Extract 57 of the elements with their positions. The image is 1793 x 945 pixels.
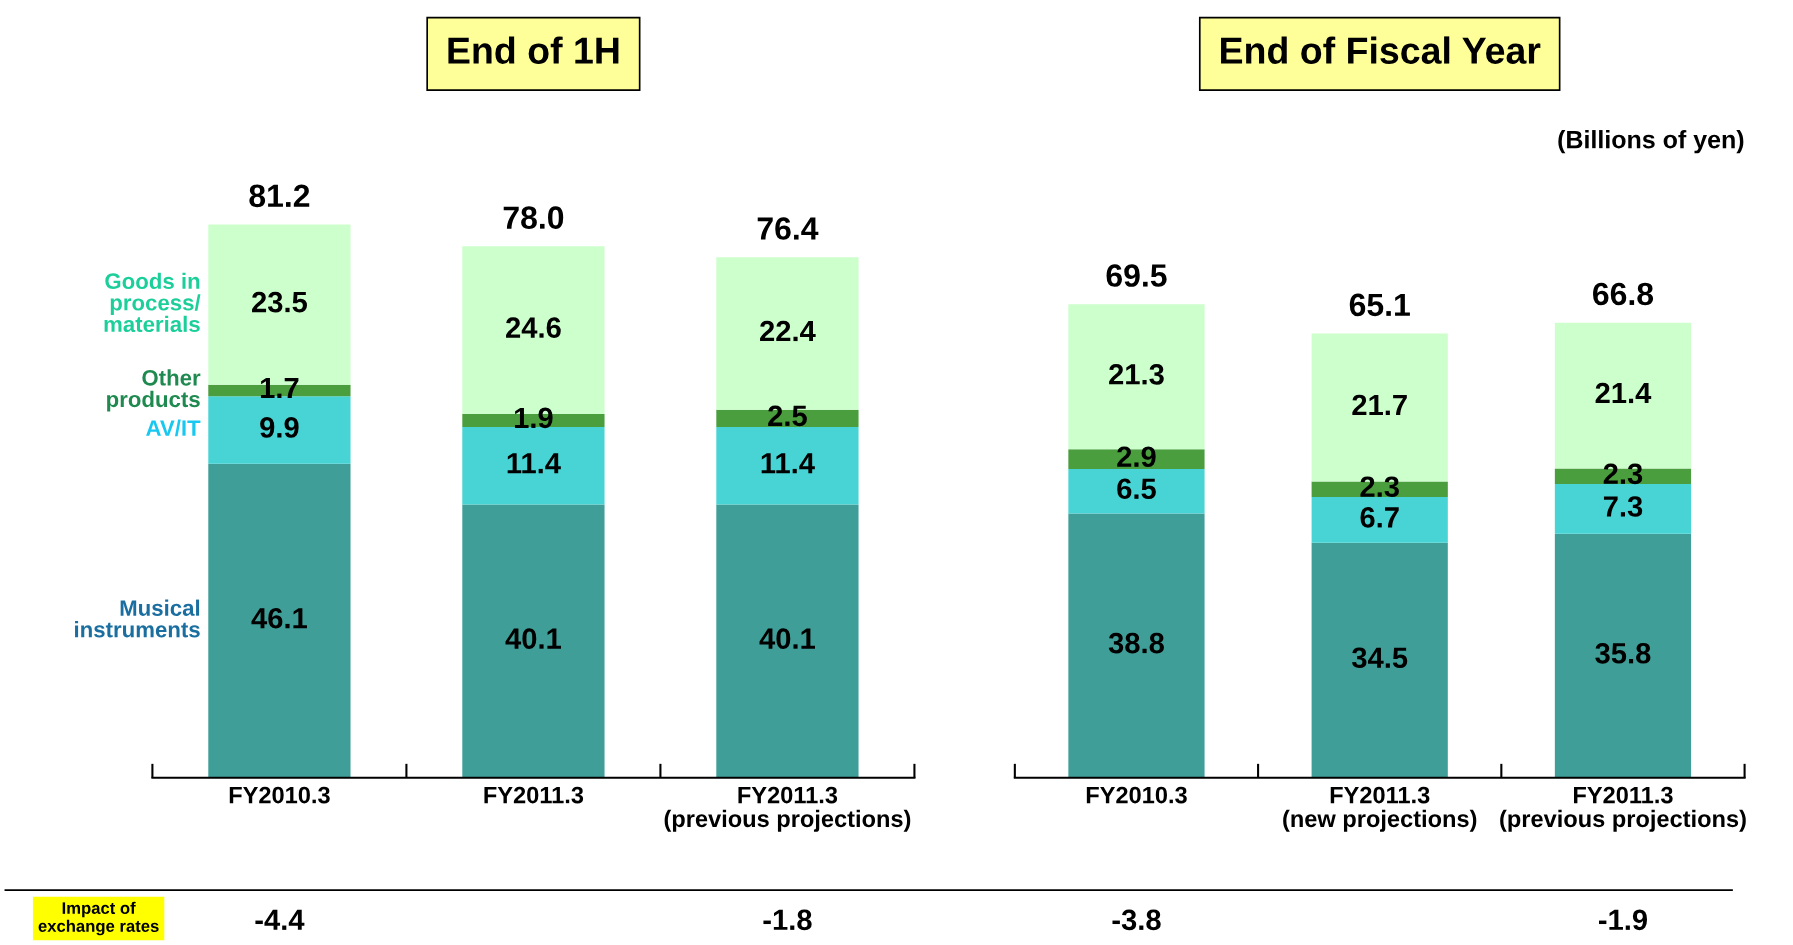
data-label: 21.3 <box>1109 363 1164 385</box>
x-tick-label: FY2011.3 <box>484 786 584 804</box>
x-tick-label: FY2011.3 (previous projections) <box>1500 786 1746 832</box>
data-label: 21.4 <box>1595 382 1652 404</box>
bar <box>716 504 859 778</box>
text: (Billions of yen) <box>1558 130 1744 154</box>
data-label: 11.4 <box>507 453 561 474</box>
text: -1.9 <box>1598 909 1648 931</box>
bar <box>1311 542 1448 778</box>
data-label: 34.5 <box>1352 647 1408 669</box>
bar <box>208 396 351 464</box>
data-label: 2.9 <box>1117 446 1156 468</box>
x-tick-label: FY2010.3 <box>229 786 330 804</box>
bar <box>208 463 351 778</box>
bar <box>1068 513 1205 778</box>
series-label: AV/IT <box>146 419 201 437</box>
total-label: 66.8 <box>1593 282 1654 306</box>
data-label: 46.1 <box>251 607 307 629</box>
bar <box>1554 484 1692 534</box>
data-label: 38.8 <box>1108 632 1164 654</box>
data-label: 40.1 <box>759 628 815 649</box>
bar <box>1311 497 1448 543</box>
x-tick-label: FY2011.3 (new projections) <box>1283 786 1477 832</box>
data-label: 35.8 <box>1595 642 1651 664</box>
series-label: Goods in process/ materials <box>104 272 201 333</box>
x-tick-label: FY2011.3 (previous projections) <box>664 786 911 832</box>
bar <box>716 426 859 505</box>
total-label: 78.0 <box>503 206 564 229</box>
data-label: 40.1 <box>505 628 561 649</box>
total-label: 65.1 <box>1349 293 1410 317</box>
data-label: 2.3 <box>1360 476 1399 498</box>
bar <box>1068 469 1205 514</box>
total-label: 69.5 <box>1106 264 1167 287</box>
text: Impact of exchange rates <box>38 901 159 936</box>
text: -4.4 <box>255 909 305 930</box>
total-label: 81.2 <box>249 184 310 208</box>
data-label: 24.6 <box>506 317 561 338</box>
series-label: Other products <box>107 369 201 412</box>
data-label: 23.5 <box>252 291 307 313</box>
chart-title: End of 1H <box>448 36 619 64</box>
data-label: 2.5 <box>768 405 807 427</box>
data-label: 7.3 <box>1603 496 1643 517</box>
series-label: Musical instruments <box>75 599 200 638</box>
bar <box>1554 533 1692 778</box>
total-label: 76.4 <box>757 217 819 240</box>
data-label: 11.4 <box>761 453 815 474</box>
text: -3.8 <box>1112 909 1161 931</box>
text: -1.8 <box>763 909 812 931</box>
bar <box>462 504 605 778</box>
data-label: 21.7 <box>1352 394 1407 416</box>
data-label: 2.3 <box>1603 463 1643 485</box>
chart-title: End of Fiscal Year <box>1221 36 1541 64</box>
data-label: 6.7 <box>1360 507 1399 528</box>
data-label: 22.4 <box>760 320 816 342</box>
data-label: 6.5 <box>1117 478 1156 500</box>
data-label: 9.9 <box>260 417 299 438</box>
x-tick-label: FY2010.3 <box>1086 786 1187 804</box>
